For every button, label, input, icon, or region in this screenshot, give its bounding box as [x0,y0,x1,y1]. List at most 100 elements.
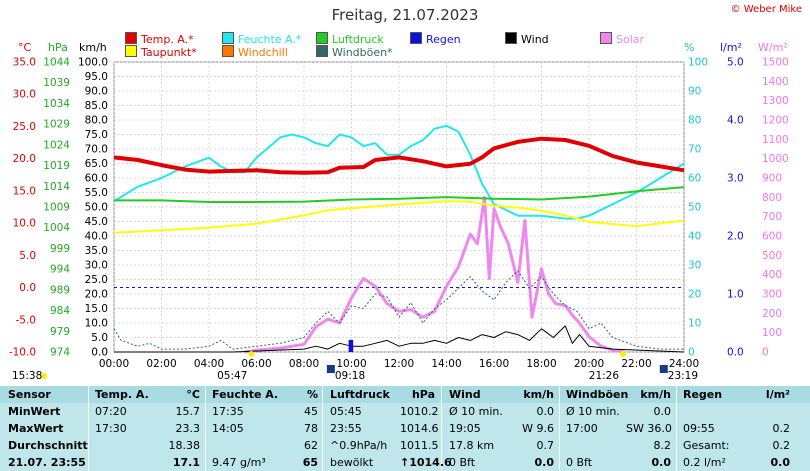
stats-cell: 23.3 [175,422,201,435]
legend-item-2: Luftdruck [316,32,384,46]
x-tick: 00:00 [99,358,129,370]
credit-text: © Weber Mike [730,4,802,15]
tick-wind: 40.0 [85,231,108,243]
x-tick: 16:00 [479,358,509,370]
stats-cell: 17:30 [95,422,127,435]
stats-cell: 07:20 [95,405,127,418]
stats-cell: 05:45 [330,405,362,418]
stats-cell: 1011.5 [400,439,439,452]
tick-solar: 300 [762,289,782,301]
tick-temperature: 0.0 [19,282,36,294]
tick-solar: 1100 [762,134,789,146]
legend-item-0: Temp. A.* [125,32,194,46]
legend-label: Solar [616,33,645,46]
stats-cell: 0 Bft [449,456,476,469]
sunset-icon [620,351,627,357]
tick-solar: 600 [762,231,782,243]
tick-temperature: 15.0 [13,185,36,197]
legend-label: Regen [426,33,461,46]
stats-header: km/h [523,388,554,401]
stats-table: Sensor Temp. A. °C Feuchte A.% Luftdruck hPa W… [0,386,810,471]
stats-cell: 45 [304,405,318,418]
tick-temperature: -5.0 [16,314,37,326]
legend-label: Windchill [238,46,288,59]
tick-temperature: 30.0 [13,89,36,101]
tick-rain: 5.0 [727,57,744,69]
tick-rain: 3.0 [727,173,744,185]
tick-wind: 5.0 [91,332,108,344]
legend-swatch [316,32,328,44]
tick-pressure: 1024 [43,139,70,151]
tick-humidity: 20 [688,289,701,301]
stats-cell: Ø 10 min. [449,405,503,418]
tick-solar: 800 [762,192,782,204]
tick-solar: 1300 [762,95,789,107]
tick-wind: 10.0 [85,318,108,330]
stats-cell: W 9.6 [522,422,554,435]
series-luftdruck [114,186,685,203]
sunrise-time: 05:47 [217,370,247,380]
stats-cell: 23:55 [330,422,362,435]
tick-humidity: 40 [688,231,701,243]
tick-solar: 700 [762,211,782,223]
stats-cell: SW 36.0 [626,422,672,435]
series-regen [348,339,354,352]
legend-label: Temp. A.* [141,33,194,46]
legend-swatch [125,32,137,44]
legend-item-1: Feuchte A.* [222,32,301,46]
tick-temperature: -10.0 [9,347,36,359]
tick-rain: 0.0 [727,347,744,359]
tick-humidity: 70 [688,144,701,156]
stats-cell: ↑1014.6 [400,456,452,469]
series-windben [113,270,684,350]
stats-cell: ^0.9hPa/h [330,439,388,452]
moonset-icon [659,365,668,373]
stats-divider [559,386,560,471]
tick-pressure: 989 [50,284,70,296]
tick-humidity: 0 [688,347,695,359]
legend-swatch [125,45,137,57]
tick-pressure: 994 [50,264,70,276]
stats-cell: 0.0 [534,456,555,469]
tick-wind: 75.0 [85,129,108,141]
legend-label: Taupunkt* [141,46,197,59]
tick-solar: 1500 [762,57,789,69]
tick-wind: 90.0 [85,86,108,98]
stats-header: Temp. A. [95,388,149,401]
stats-cell: 17:00 [566,422,598,435]
dawn-time: 15:38 [12,370,42,380]
tick-wind: 80.0 [85,115,108,127]
x-tick: 24:00 [669,358,699,370]
x-tick: 18:00 [526,358,556,370]
sunrise-icon [248,351,255,357]
stats-cell: 0.2 l/m² [683,456,726,469]
tick-temperature: 5.0 [19,250,36,262]
legend-swatch [410,32,422,44]
x-tick: 12:00 [384,358,414,370]
stats-header: Windböen [566,388,629,401]
moonset-time: 23:19 [668,370,698,380]
tick-wind: 0.0 [91,347,108,359]
tick-wind: 35.0 [85,245,108,257]
series-wind [114,325,685,353]
stats-header-row [0,386,810,403]
tick-solar: 0 [762,347,769,359]
stats-cell: 9.47 g/m³ [212,456,266,469]
stats-header: Wind [449,388,481,401]
tick-rain: 2.0 [727,231,744,243]
stats-divider [322,386,323,471]
x-tick: 08:00 [289,358,319,370]
stats-row-label: Durchschnitt [8,439,88,452]
stats-row-label: MaxWert [8,422,64,435]
stats-header: l/m² [765,388,790,401]
stats-cell: 17.1 [172,456,200,469]
stats-cell: 0.0 [651,456,672,469]
stats-cell: 1014.6 [400,422,439,435]
tick-humidity: 60 [688,173,701,185]
tick-solar: 400 [762,269,782,281]
tick-rain: 1.0 [727,289,744,301]
legend-label: Wind [521,33,549,46]
tick-pressure: 1004 [43,222,70,234]
tick-wind: 45.0 [85,216,108,228]
stats-cell: 09:55 [683,422,715,435]
